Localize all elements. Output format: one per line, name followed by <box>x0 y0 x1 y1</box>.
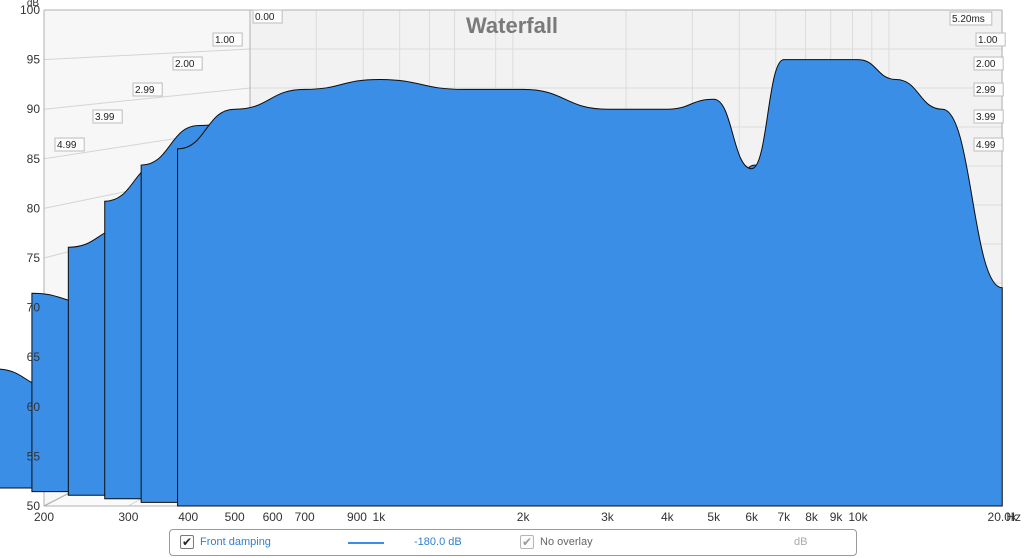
y-tick-label: 60 <box>27 400 41 414</box>
x-tick-label: 8k <box>805 510 819 524</box>
time-label-right-box <box>973 109 1004 124</box>
x-tick-label: 700 <box>295 510 315 524</box>
y-tick-label: 65 <box>27 350 41 364</box>
y-tick-label: 90 <box>27 102 41 116</box>
time-label-right-box <box>949 11 993 26</box>
front-damping-label[interactable]: Front damping <box>200 536 271 548</box>
y-tick-label: 95 <box>27 53 41 67</box>
time-label-left: 4.99 <box>57 140 77 151</box>
time-label-left: 2.00 <box>175 59 195 70</box>
y-tick-label: 70 <box>27 301 41 315</box>
chart-title: Waterfall <box>466 13 558 38</box>
grid-line-left-wall <box>43 87 251 110</box>
x-tick-label: 2k <box>517 510 531 524</box>
time-label-right: 4.99 <box>976 140 996 151</box>
legend-bar: ✔ Front damping -180.0 dB ✔ No overlay d… <box>169 529 857 556</box>
x-tick-label: 1k <box>373 510 387 524</box>
x-tick-label: 600 <box>263 510 283 524</box>
time-label-right-box <box>973 137 1004 152</box>
x-tick-label: 400 <box>178 510 198 524</box>
x-tick-label: 3k <box>601 510 615 524</box>
time-label-left-box <box>252 9 283 24</box>
y-tick-label: 55 <box>27 449 41 463</box>
time-label-right: 2.99 <box>976 85 996 96</box>
time-label-right-box <box>975 32 1006 47</box>
time-label-left: 3.99 <box>95 112 115 123</box>
time-label-left-box <box>132 82 163 97</box>
x-tick-label: 20.0k <box>988 510 1018 524</box>
x-tick-label: 6k <box>745 510 759 524</box>
legend-line-swatch <box>348 542 384 544</box>
time-label-left-box <box>92 109 123 124</box>
x-tick-label: 7k <box>777 510 791 524</box>
no-overlay-checkbox[interactable]: ✔ <box>520 535 534 549</box>
grid-line-left-wall <box>43 48 251 61</box>
time-label-left-box <box>172 56 203 71</box>
time-label-left-box <box>54 137 85 152</box>
legend-unit: dB <box>794 536 808 548</box>
x-tick-label: 200 <box>34 510 54 524</box>
x-tick-label: 300 <box>118 510 138 524</box>
y-tick-label: 50 <box>27 499 41 513</box>
waterfall-chart: Waterfall 100 95 90 85 80 75 70 65 60 55 50 dB 200 300… <box>0 0 1021 524</box>
time-label-left-box <box>212 32 243 47</box>
x-axis-unit: Hz <box>1006 510 1021 524</box>
y-tick-label: 80 <box>27 201 41 215</box>
x-tick-label: 5k <box>707 510 721 524</box>
x-tick-label: 9k <box>830 510 844 524</box>
time-label-right-box <box>973 82 1004 97</box>
y-tick-label: 85 <box>27 152 41 166</box>
time-label-left: 2.99 <box>135 85 155 96</box>
front-damping-checkbox[interactable]: ✔ <box>180 535 194 549</box>
y-tick-label: 100 <box>20 3 40 17</box>
no-overlay-label[interactable]: No overlay <box>540 536 593 548</box>
y-axis-unit: dB <box>27 0 40 9</box>
y-tick-label: 75 <box>27 251 41 265</box>
x-tick-label: 4k <box>661 510 675 524</box>
waterfall-slice-0 <box>177 59 1003 507</box>
x-tick-label: 500 <box>225 510 245 524</box>
time-label-right: 3.99 <box>976 112 996 123</box>
time-label-right: 2.00 <box>976 59 996 70</box>
time-label-left: 1.00 <box>215 35 235 46</box>
x-tick-label: 10k <box>848 510 868 524</box>
time-label-right-box <box>973 56 1004 71</box>
time-label-left: 0.00 <box>255 12 275 23</box>
time-label-right: 1.00 <box>978 35 998 46</box>
time-label-right: 5.20ms <box>952 14 985 25</box>
x-tick-label: 900 <box>347 510 367 524</box>
legend-value: -180.0 dB <box>414 536 462 548</box>
